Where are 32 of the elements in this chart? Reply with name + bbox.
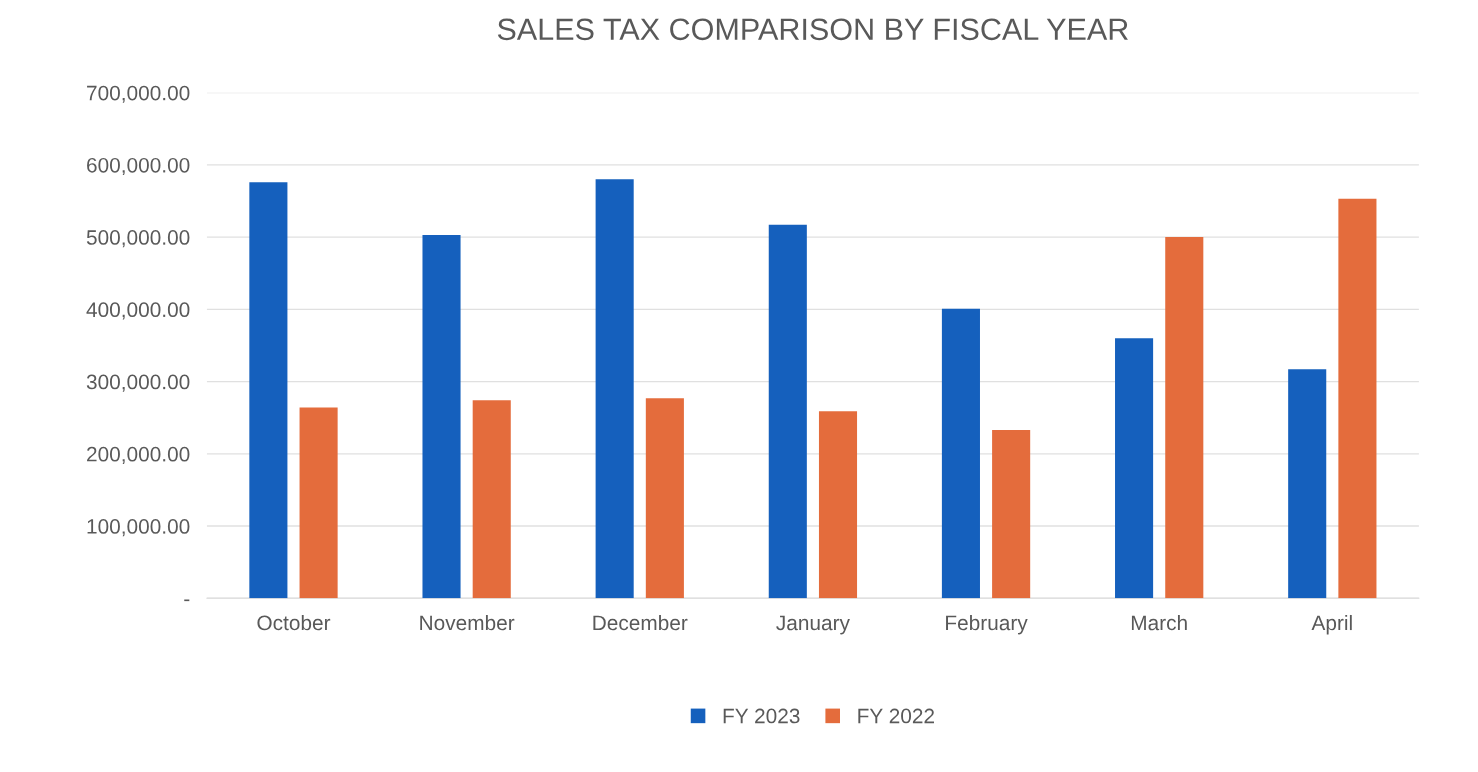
x-tick-label: October <box>257 614 331 631</box>
bar <box>992 429 1031 599</box>
chart-title: SALES TAX COMPARISON BY FISCAL YEAR <box>497 18 1128 41</box>
bar <box>818 411 858 599</box>
bar <box>472 400 511 599</box>
bar <box>595 179 634 599</box>
legend-label: FY 2022 <box>858 708 934 724</box>
y-tick-label: 300,000.00 <box>86 374 190 392</box>
y-tick-label: 600,000.00 <box>87 157 190 176</box>
y-tick-label: 700,000.00 <box>87 85 190 103</box>
x-tick-label: February <box>946 614 1028 635</box>
y-tick-label: 100,000.00 <box>87 519 190 537</box>
bar <box>1288 369 1327 599</box>
y-tick-label: 400,000.00 <box>86 302 190 320</box>
bar <box>768 224 807 599</box>
y-tick-label: 500,000.00 <box>86 230 190 248</box>
legend-label: FY 2023 <box>723 708 800 724</box>
y-tick-label: 200,000.00 <box>87 446 190 465</box>
bar <box>1338 198 1377 599</box>
x-tick-label: January <box>776 615 850 635</box>
x-tick-label: November <box>420 614 515 631</box>
bar <box>299 407 338 599</box>
bar <box>645 398 684 599</box>
bar <box>249 182 288 599</box>
y-tick-label: - <box>184 599 190 602</box>
bar <box>422 234 461 599</box>
x-tick-label: April <box>1311 614 1352 635</box>
bar <box>1115 338 1154 599</box>
bar <box>1165 237 1204 599</box>
x-tick-label: March <box>1131 614 1187 631</box>
x-tick-label: December <box>593 614 688 631</box>
bar <box>941 308 980 599</box>
